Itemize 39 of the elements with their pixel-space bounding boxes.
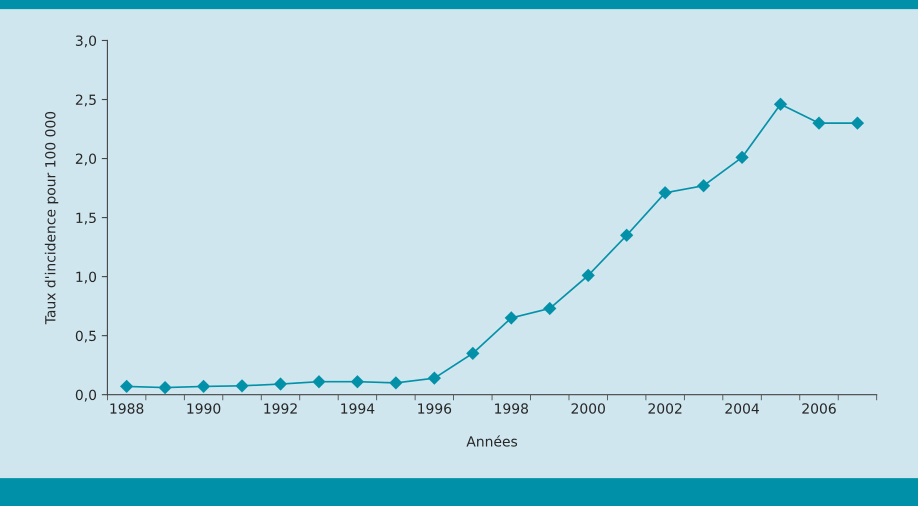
x-axis-title: Années bbox=[466, 435, 518, 447]
point bbox=[466, 346, 480, 360]
y-tick-label: 1,0 bbox=[76, 272, 96, 284]
x-tick-label: 1998 bbox=[495, 403, 528, 414]
point bbox=[389, 376, 402, 390]
y-tick-label: 0,5 bbox=[76, 330, 96, 343]
point bbox=[351, 375, 364, 388]
point bbox=[658, 186, 672, 200]
point bbox=[582, 269, 595, 282]
point bbox=[120, 380, 134, 393]
point bbox=[736, 150, 748, 164]
x-tick-label: 2004 bbox=[725, 403, 759, 414]
point bbox=[274, 378, 287, 390]
point bbox=[774, 98, 787, 111]
x-tick-label: 2006 bbox=[802, 403, 836, 414]
point bbox=[197, 380, 210, 393]
y-tick-label: 2,0 bbox=[76, 154, 96, 166]
y-axis-title: Taux d'incidence pour 100 000 bbox=[44, 112, 58, 324]
point bbox=[428, 372, 441, 385]
point bbox=[158, 381, 172, 394]
x-tick-label: 1996 bbox=[418, 403, 452, 414]
y-tick-label: 1,5 bbox=[76, 212, 96, 224]
x-tick-label: 1990 bbox=[187, 403, 220, 414]
point bbox=[504, 312, 518, 324]
y-tick-label: 0,0 bbox=[76, 390, 96, 402]
x-tick-label: 1994 bbox=[341, 403, 374, 414]
x-tick-label: 2002 bbox=[648, 403, 682, 414]
point bbox=[236, 379, 248, 392]
x-tick-label: 2000 bbox=[572, 403, 605, 414]
point bbox=[851, 116, 864, 130]
point bbox=[312, 375, 326, 388]
point bbox=[620, 228, 634, 242]
y-tick-label: 3,0 bbox=[76, 35, 96, 48]
x-tick-label: 1992 bbox=[264, 403, 297, 414]
x-tick-label: 1988 bbox=[110, 403, 144, 414]
y-tick-label: 2,5 bbox=[76, 94, 96, 106]
point bbox=[697, 179, 710, 192]
point bbox=[543, 302, 556, 315]
point bbox=[812, 116, 826, 130]
